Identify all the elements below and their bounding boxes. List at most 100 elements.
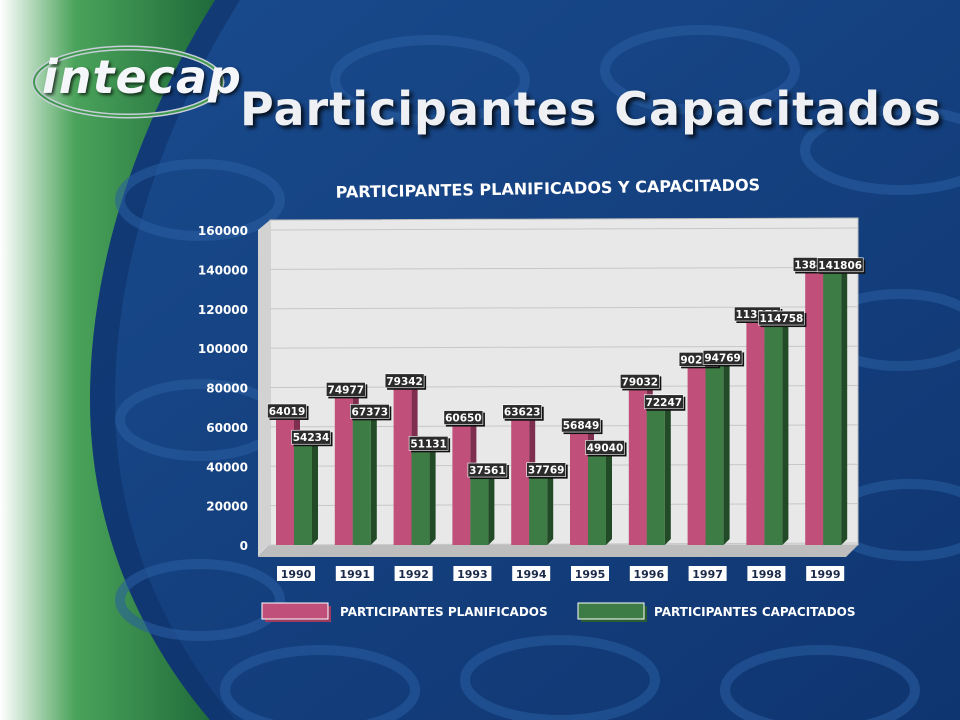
x-tick-label: 1996 [629, 566, 668, 581]
bar-face [823, 265, 842, 545]
y-tick-label: 140000 [198, 263, 248, 277]
data-label-box [619, 374, 660, 389]
bar [294, 432, 318, 545]
y-tick-label: 120000 [198, 303, 248, 317]
bar [588, 442, 612, 545]
bar-face [570, 433, 588, 545]
data-label-box [758, 310, 805, 326]
bars: 64019 54234 74977 67373 79342 51131 60650 37561… [267, 257, 866, 545]
legend-label-trained: PARTICIPANTES CAPACITADOS [654, 605, 856, 619]
plot-left-wall [258, 220, 270, 557]
y-tick-label: 160000 [198, 224, 248, 238]
bar-side [312, 432, 318, 545]
bar-side [488, 465, 495, 545]
data-label-box [467, 462, 508, 478]
data-label-box [561, 417, 601, 433]
x-tick-box [571, 566, 609, 581]
bar-face [746, 321, 765, 545]
bar-face [452, 425, 471, 545]
bar-face [529, 470, 548, 545]
data-label-text: 37561 [469, 465, 506, 477]
page-title: Participantes Capacitados [240, 82, 943, 136]
data-label-box [643, 394, 684, 410]
data-label-box [349, 404, 390, 419]
data-label-text: 67373 [352, 406, 389, 418]
bar-face [628, 389, 647, 545]
bar [352, 406, 377, 545]
y-tick-label: 20000 [206, 500, 248, 514]
x-tick-box [394, 566, 433, 581]
x-tick-text: 1995 [575, 568, 606, 581]
data-label-box [702, 350, 743, 365]
logo-ring-icon [31, 45, 225, 119]
data-label: 37561 [467, 462, 509, 480]
data-label-text: 56849 [563, 420, 600, 432]
plot-floor [258, 545, 858, 557]
bar-face [334, 397, 353, 545]
data-label: 79032 [619, 374, 662, 391]
bar-face [352, 412, 371, 545]
data-label: 64019 [267, 403, 309, 420]
x-tick-text: 1998 [751, 568, 782, 581]
gridline [269, 266, 859, 270]
bar-face [764, 319, 783, 545]
x-tick-text: 1990 [281, 568, 312, 581]
bar [705, 352, 730, 545]
data-label-text: 49040 [587, 442, 624, 454]
bar-face [511, 419, 530, 545]
legend: PARTICIPANTES PLANIFICADOS PARTICIPANTES… [261, 602, 856, 622]
bar-side [782, 313, 789, 545]
data-label-text: 94769 [704, 352, 741, 364]
bar-face [470, 471, 489, 545]
y-tick-label: 100000 [198, 342, 248, 356]
x-tick-label: 1998 [747, 566, 786, 581]
legend-swatch-trained-face [577, 602, 645, 620]
x-tick-label: 1990 [277, 566, 315, 581]
logo-text: intecap [42, 50, 242, 104]
x-tick-text: 1999 [810, 568, 841, 581]
bar-face [411, 444, 430, 545]
data-label-box [816, 257, 864, 273]
data-label-box [502, 404, 543, 420]
data-label-text: 74977 [328, 384, 365, 396]
data-label-box [443, 410, 484, 425]
bar-side [429, 438, 436, 545]
bar-face [588, 448, 606, 545]
bar-face [294, 438, 312, 545]
gridline [269, 227, 859, 231]
data-label: 79342 [384, 373, 427, 390]
data-label-box [325, 382, 366, 397]
x-tick-text: 1991 [339, 568, 370, 581]
bar-side [547, 464, 554, 545]
data-label-box [526, 462, 567, 477]
bar [646, 396, 671, 545]
data-label-text: 114758 [759, 313, 803, 325]
bar [411, 438, 436, 545]
bar-face [646, 402, 665, 545]
data-label-box [408, 436, 449, 451]
x-tick-box [512, 566, 551, 581]
x-tick-box [453, 566, 492, 581]
legend-swatch-planned-face [261, 602, 329, 620]
x-tick-box [688, 566, 727, 581]
x-tick-box [747, 566, 786, 581]
data-label: 37769 [526, 462, 568, 479]
x-tick-text: 1992 [398, 568, 429, 581]
bar-face [393, 388, 412, 545]
data-label-text: 72247 [646, 397, 683, 409]
bar-side [841, 259, 848, 545]
bar-face [276, 418, 294, 545]
legend-label-planned: PARTICIPANTES PLANIFICADOS [340, 605, 548, 619]
data-label: 49040 [585, 440, 627, 457]
data-label-box [384, 373, 425, 389]
data-label-text: 60650 [445, 413, 482, 425]
data-label: 54234 [291, 429, 333, 447]
y-tick-label: 60000 [206, 421, 248, 435]
bar-side [370, 406, 377, 545]
bar-face [805, 272, 824, 545]
data-label: 56849 [561, 417, 603, 435]
data-label: 63623 [502, 404, 544, 421]
x-tick-label: 1993 [453, 566, 492, 581]
data-label-box [585, 440, 625, 455]
x-tick-label: 1995 [571, 566, 609, 581]
